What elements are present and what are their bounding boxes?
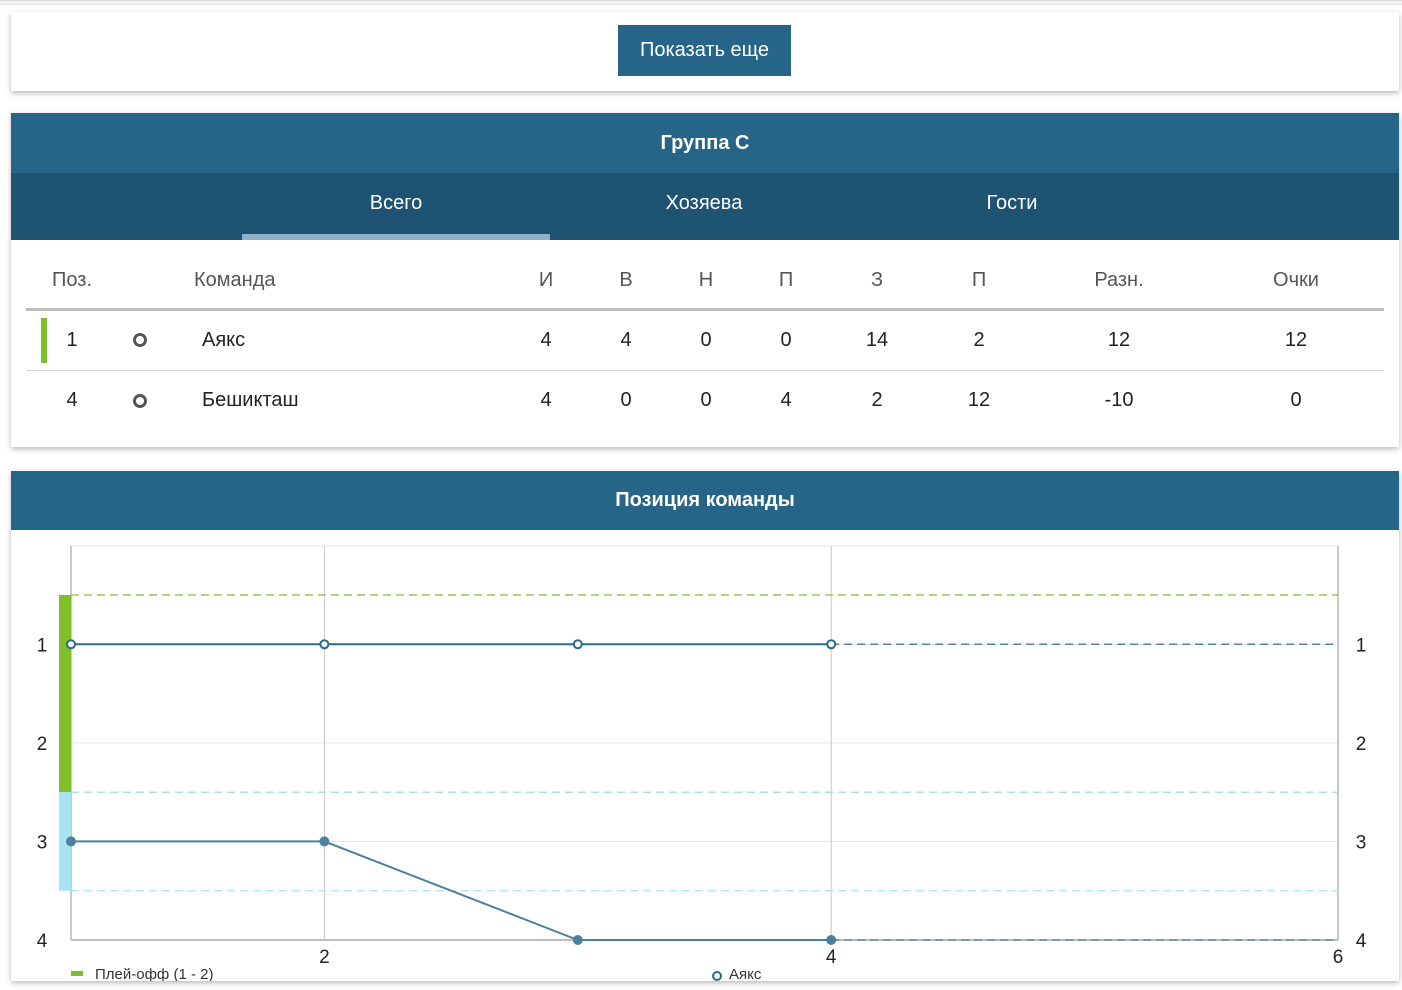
y-tick-label-right: 1	[1356, 635, 1367, 656]
goals-for-value: 2	[871, 389, 883, 412]
data-point	[572, 935, 583, 945]
team-status-cell	[118, 370, 162, 431]
team-position-panel: Позиция команды 1 1 2 2 3 3 4 4 2 4 6 Плей-офф (1 -…	[11, 471, 1399, 981]
table-header-row: Поз. Команда И В Н П З П Разн. Очки	[26, 253, 1384, 311]
goal-diff-value: 12	[1030, 309, 1208, 371]
standings-tabs: Всего Хозяева Гости	[11, 173, 1399, 240]
position-value: 1	[66, 328, 78, 351]
draw-value: 0	[666, 309, 746, 371]
points-value: 12	[1208, 309, 1384, 371]
col-draw: Н	[666, 253, 746, 311]
team-name[interactable]: Аякс	[162, 309, 506, 371]
goals-against-value: 2	[928, 309, 1030, 371]
tab-total[interactable]: Всего	[242, 173, 550, 240]
legend-label-playoff: Плей-офф (1 - 2)	[95, 966, 213, 981]
legend-marker-team	[712, 971, 722, 981]
position-cell: 4	[26, 370, 118, 431]
circle-icon	[133, 393, 147, 408]
y-tick-label-left: 3	[37, 832, 48, 853]
col-team: Команда	[162, 253, 506, 311]
col-position: Поз.	[26, 253, 118, 311]
data-point	[319, 836, 330, 847]
zone-bar	[59, 595, 71, 793]
won-value: 0	[620, 389, 632, 412]
x-tick-label: 4	[826, 947, 837, 968]
data-point	[572, 639, 583, 650]
y-tick-label-right: 2	[1356, 734, 1367, 755]
team-name[interactable]: Бешикташ	[202, 389, 299, 412]
lost-value: 4	[780, 389, 792, 412]
goals-against-value: 12	[967, 389, 991, 412]
draw-value: 0	[700, 389, 712, 412]
y-tick-label-left: 1	[37, 635, 48, 656]
col-goal-diff: Разн.	[1030, 253, 1208, 311]
col-goals-against: П	[928, 253, 1030, 311]
team-status-cell	[118, 309, 162, 371]
goal-diff-value: -10	[1104, 389, 1134, 412]
won-value: 4	[586, 309, 666, 371]
played-value: 4	[540, 389, 552, 412]
data-point	[66, 639, 76, 650]
legend-swatch-playoff	[71, 971, 83, 976]
playoff-zone-marker	[41, 317, 47, 363]
show-more-panel: Показать еще	[11, 12, 1399, 91]
col-points: Очки	[1208, 253, 1384, 311]
played-value: 4	[506, 309, 586, 371]
show-more-button[interactable]: Показать еще	[618, 25, 791, 76]
chart-title: Позиция команды	[11, 471, 1399, 530]
goals-for-value: 14	[826, 309, 928, 371]
position-cell: 1	[26, 309, 118, 371]
tab-home[interactable]: Хозяева	[665, 192, 743, 214]
y-tick-label-left: 2	[37, 734, 48, 755]
y-tick-label-right: 4	[1356, 931, 1367, 952]
table-row[interactable]: 4 Бешикташ 4 0 0 4 2 12 -10 0	[26, 370, 1384, 431]
standings-table: Поз. Команда И В Н П З П Разн. Очки 1 А	[26, 253, 1384, 431]
col-played: И	[506, 253, 586, 311]
group-standings-panel: Группа C Всего Хозяева Гости Поз. Команд…	[11, 113, 1399, 447]
position-value: 4	[66, 389, 78, 412]
group-title: Группа C	[11, 113, 1399, 173]
circle-icon	[133, 333, 147, 348]
points-value: 0	[1290, 389, 1302, 412]
data-point	[66, 836, 76, 847]
x-tick-label: 2	[319, 947, 330, 968]
series-line	[71, 840, 832, 941]
col-won: В	[586, 253, 666, 311]
col-form	[118, 253, 162, 311]
data-point	[319, 639, 330, 650]
data-point	[826, 639, 837, 650]
table-row[interactable]: 1 Аякс 4 4 0 0 14 2 12 12	[26, 309, 1384, 371]
data-point	[826, 935, 837, 945]
x-tick-label: 6	[1333, 947, 1344, 968]
tab-away[interactable]: Гости	[986, 192, 1038, 214]
y-tick-label-left: 4	[37, 931, 48, 952]
y-tick-label-right: 3	[1356, 832, 1367, 853]
zone-bar	[59, 792, 71, 891]
lost-value: 0	[746, 309, 826, 371]
legend-label-team: Аякс	[729, 966, 762, 981]
col-goals-for: З	[826, 253, 928, 311]
browser-top-edge	[0, 0, 1402, 5]
col-lost: П	[746, 253, 826, 311]
